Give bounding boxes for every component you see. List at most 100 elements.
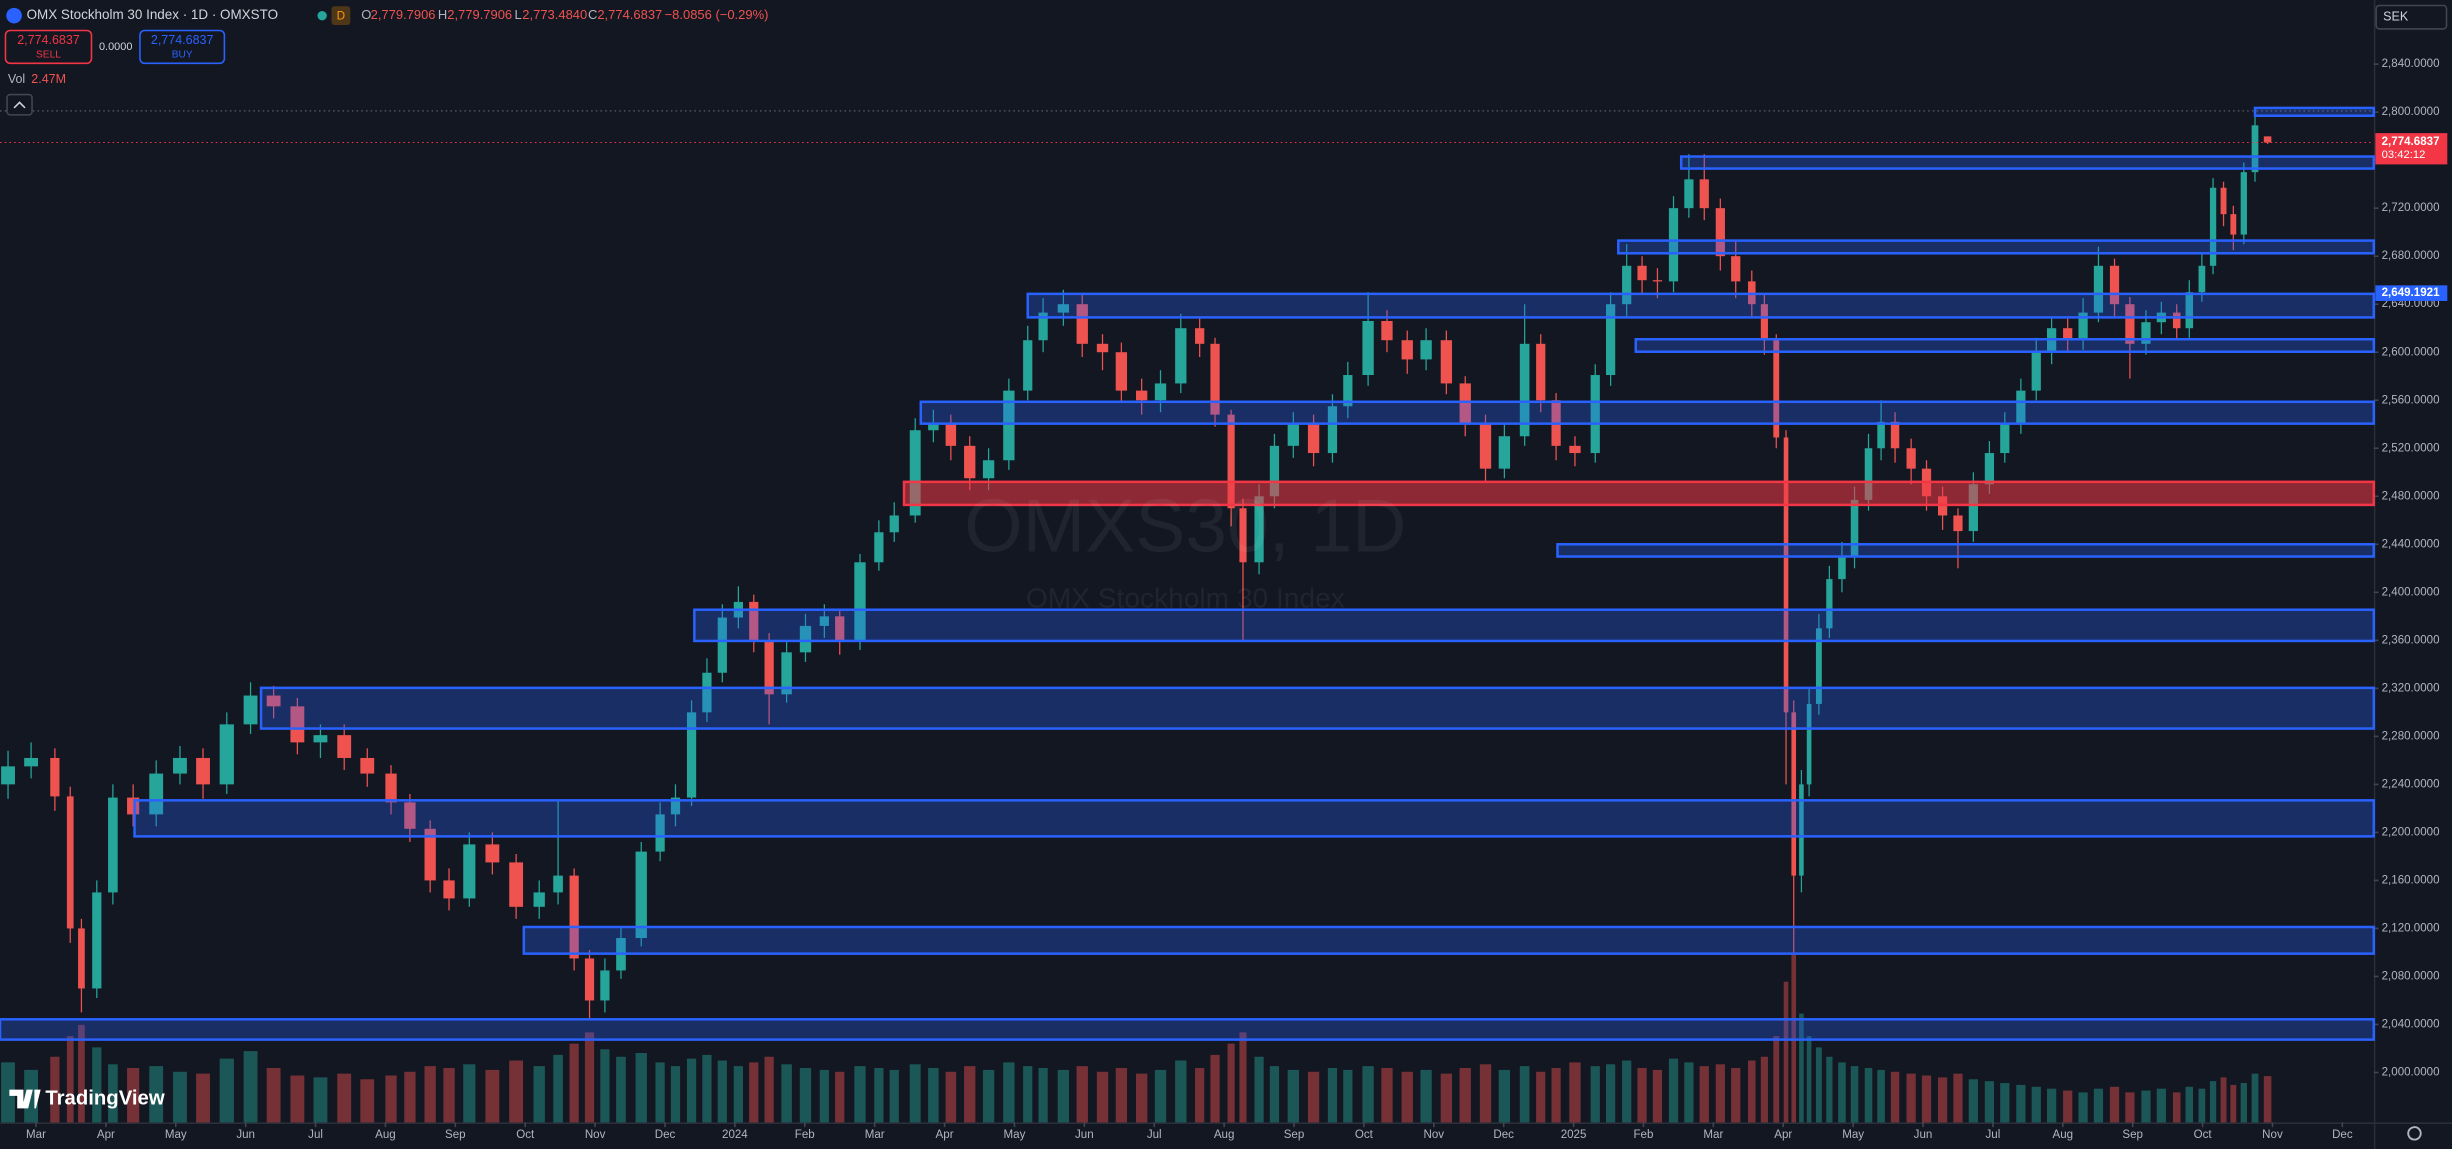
brand-logo[interactable] bbox=[9, 1089, 41, 1109]
candle-body bbox=[1622, 265, 1632, 305]
candle-body bbox=[24, 757, 39, 767]
collapse-button[interactable] bbox=[6, 93, 33, 116]
currency[interactable]: SEK bbox=[2383, 9, 2409, 23]
candle-body bbox=[1115, 352, 1128, 391]
volume-bar bbox=[360, 1079, 375, 1123]
volume-bar bbox=[982, 1069, 995, 1123]
buy-label[interactable]: BUY bbox=[172, 49, 193, 60]
candle-body bbox=[835, 616, 845, 642]
volume-bar bbox=[1057, 1069, 1070, 1123]
candle-body bbox=[1850, 499, 1859, 557]
candle-body bbox=[1440, 340, 1453, 384]
last-price-box bbox=[2375, 133, 2448, 165]
candle-body bbox=[1877, 421, 1885, 449]
currency-button[interactable] bbox=[2375, 4, 2448, 30]
volume-bar bbox=[781, 1064, 792, 1123]
candle-body bbox=[1799, 784, 1804, 876]
sell-price[interactable]: 2,774.6837 bbox=[17, 33, 80, 47]
ohlc-value: 2,774.6837 bbox=[597, 7, 662, 22]
candle-body bbox=[1715, 208, 1725, 257]
x-tick-label: Aug bbox=[1214, 1129, 1235, 1141]
volume-bar bbox=[1239, 1032, 1247, 1123]
candle-body bbox=[1668, 208, 1679, 282]
candle-body bbox=[1536, 343, 1546, 401]
candle-body bbox=[964, 445, 976, 479]
volume-bar bbox=[1637, 1068, 1647, 1123]
volume-bar bbox=[1826, 1056, 1833, 1123]
symbol-title[interactable]: OMX Stockholm 30 Index · 1D · OMXSTO bbox=[27, 7, 278, 22]
volume-bar bbox=[1921, 1075, 1932, 1123]
buy-price[interactable]: 2,774.6837 bbox=[151, 33, 214, 47]
candle-body bbox=[1906, 448, 1916, 469]
volume-bar bbox=[385, 1075, 397, 1123]
price-marker-label: 2,649.1921 bbox=[2382, 287, 2440, 299]
volume-bar bbox=[945, 1071, 957, 1123]
volume-bar bbox=[2125, 1092, 2135, 1123]
y-tick-label: 2,320.0000 bbox=[2382, 682, 2440, 694]
volume-bar bbox=[1890, 1071, 1900, 1123]
candle-body bbox=[1838, 556, 1846, 580]
volume-bar bbox=[553, 1054, 563, 1123]
symbol-logo[interactable] bbox=[6, 7, 22, 24]
market-status[interactable] bbox=[317, 10, 327, 21]
settings-icon[interactable] bbox=[2407, 1126, 2422, 1141]
candle-body bbox=[819, 616, 829, 626]
volume-bar bbox=[1953, 1073, 1963, 1123]
volume-bar bbox=[2047, 1088, 2057, 1123]
candle-body bbox=[655, 814, 665, 852]
x-tick-label: Sep bbox=[2122, 1129, 2143, 1141]
volume-bar bbox=[2156, 1088, 2166, 1123]
volume-bar bbox=[835, 1071, 845, 1123]
ohlc-label: O bbox=[361, 7, 371, 22]
x-tick-label: Nov bbox=[1424, 1129, 1445, 1141]
countdown: 03:42:12 bbox=[2382, 149, 2426, 161]
volume-bar bbox=[196, 1073, 210, 1123]
badge[interactable] bbox=[331, 6, 351, 26]
y-tick-label: 2,400.0000 bbox=[2382, 586, 2440, 598]
y-tick-label: 2,800.0000 bbox=[2382, 106, 2440, 118]
candle-body bbox=[945, 424, 957, 446]
candle-body bbox=[1362, 321, 1374, 376]
x-tick-label: Dec bbox=[1493, 1129, 1514, 1141]
candle-body bbox=[1420, 340, 1432, 360]
volume-bar bbox=[2109, 1086, 2120, 1123]
volume-bar bbox=[1254, 1056, 1264, 1123]
sell-label[interactable]: SELL bbox=[36, 49, 61, 60]
volume-bar bbox=[1076, 1066, 1088, 1123]
candle-body bbox=[313, 735, 328, 743]
candle-body bbox=[266, 695, 281, 707]
candle-body bbox=[1806, 703, 1812, 785]
y-tick-label: 2,600.0000 bbox=[2382, 346, 2440, 358]
candle-body bbox=[424, 828, 436, 881]
volume-bar bbox=[266, 1068, 281, 1123]
y-tick-label: 2,520.0000 bbox=[2382, 442, 2440, 454]
candle-body bbox=[2209, 187, 2217, 266]
x-tick-label: Jun bbox=[236, 1129, 255, 1141]
candle-body bbox=[1699, 179, 1709, 209]
volume-bar bbox=[1684, 1062, 1694, 1123]
candle-body bbox=[749, 601, 759, 641]
x-tick-label: Aug bbox=[375, 1129, 396, 1141]
buy-button[interactable] bbox=[139, 29, 226, 65]
sell-button[interactable] bbox=[4, 29, 93, 65]
volume-bar bbox=[1210, 1054, 1220, 1123]
volume-bar bbox=[2016, 1084, 2026, 1123]
candle-body bbox=[2141, 322, 2151, 344]
volume-bar bbox=[127, 1068, 140, 1123]
volume-bar bbox=[1715, 1064, 1725, 1123]
candle-body bbox=[717, 617, 727, 673]
volume-bar bbox=[1343, 1069, 1353, 1123]
volume-bar bbox=[1498, 1069, 1511, 1123]
interval-badge[interactable]: D bbox=[337, 10, 345, 23]
candle-body bbox=[337, 735, 352, 758]
volume-bar bbox=[1195, 1068, 1205, 1123]
candle-body bbox=[1, 766, 15, 785]
candle-body bbox=[127, 797, 140, 815]
candle-body bbox=[1459, 383, 1471, 425]
brand[interactable]: TradingView bbox=[45, 1087, 164, 1109]
volume-bar bbox=[1864, 1068, 1873, 1123]
candle-body bbox=[635, 851, 647, 939]
candle-body bbox=[2185, 292, 2194, 329]
collapse-icon[interactable] bbox=[13, 101, 26, 109]
candle-body bbox=[219, 724, 234, 785]
